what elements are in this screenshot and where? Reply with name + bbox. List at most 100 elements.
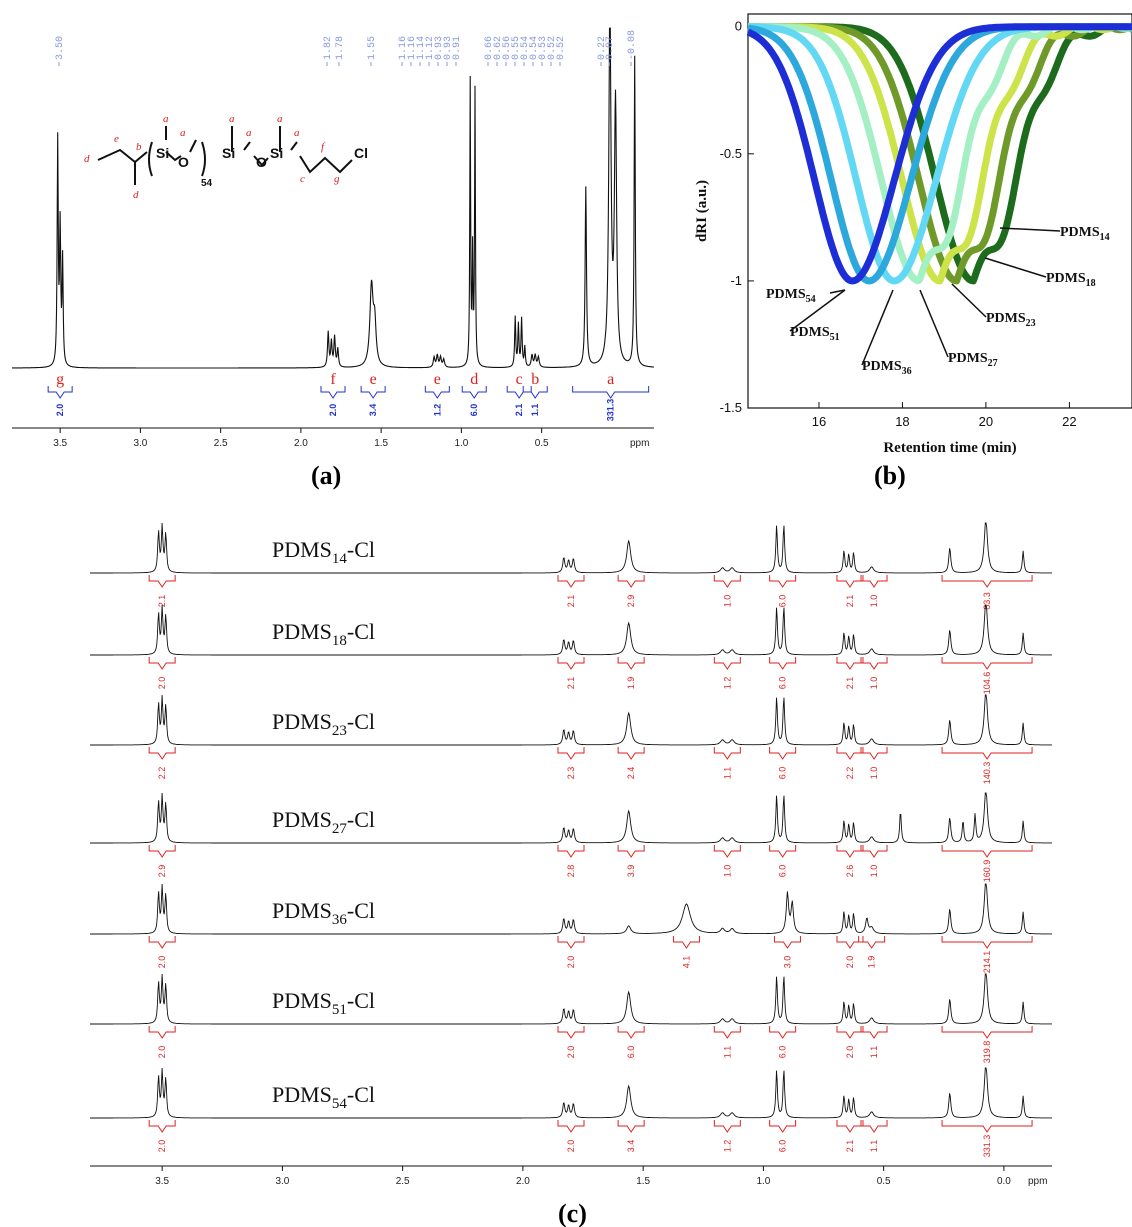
panel-c-x-tick-label: 1.0 <box>756 1176 770 1187</box>
panel-c-integral-value: 83.3 <box>982 592 992 610</box>
panel-a-label: (a) <box>311 461 341 490</box>
panel-c-spectrum-label-14: PDMS14-Cl <box>272 537 375 567</box>
panel-c-integral-value: 1.1 <box>722 767 732 780</box>
panel-a-x-tick-label: 0.5 <box>535 438 549 449</box>
panel-c-integral-value: 6.0 <box>778 595 788 608</box>
panel-c-integral-value: 1.9 <box>867 956 877 969</box>
molecule-si-1: Si <box>156 145 169 161</box>
panel-a-x-tick-label: 1.5 <box>374 438 388 449</box>
molecule-cl: Cl <box>354 145 368 161</box>
panel-c-integral-value: 4.1 <box>681 956 691 969</box>
panel-c-integral-value: 2.1 <box>845 677 855 690</box>
panel-a-assignment-label: c <box>516 371 523 388</box>
panel-a-spectrum-trace <box>12 27 654 369</box>
panel-a-integral-value: 6.0 <box>469 404 479 417</box>
panel-c-integral-bracket <box>836 1026 864 1039</box>
panel-c-integral-bracket <box>713 845 741 858</box>
panel-c-integral-value: 1.0 <box>722 595 732 608</box>
panel-b-plot-frame <box>747 13 1132 409</box>
panel-a-peak-shift-label: 0.54 <box>520 36 531 60</box>
panel-c-integral-value: 2.1 <box>845 595 855 608</box>
molecule-repeat-count: 54 <box>201 178 213 189</box>
panel-b-series-label-54: PDMS54 <box>766 287 816 305</box>
panel-a-x-tick-label: 3.0 <box>133 438 147 449</box>
molecule-label-a4: a <box>246 127 252 139</box>
panel-c-integral-value: 2.0 <box>157 1046 167 1059</box>
panel-c-integral-value: 2.1 <box>566 677 576 690</box>
panel-c-integral-value: 319.8 <box>982 1041 992 1064</box>
panel-c-integral-value: 1.1 <box>722 1046 732 1059</box>
panel-c-spectrum-label-54: PDMS54-Cl <box>272 1082 375 1112</box>
panel-a-x-tick-label: 2.5 <box>214 438 228 449</box>
molecule-methyls <box>165 126 353 174</box>
panel-a-assignment-label: a <box>607 371 614 388</box>
panel-a-assignment-label: e <box>370 371 377 388</box>
panel-c-integral-value: 3.0 <box>782 956 792 969</box>
panel-a-peak-shift-label: 0.56 <box>502 36 513 60</box>
panel-c-integral-bracket <box>617 657 645 670</box>
panel-c-spectrum-label-51: PDMS51-Cl <box>272 988 375 1018</box>
panel-c-integral-value: 6.0 <box>778 1046 788 1059</box>
panel-c-integral-value: 1.1 <box>869 1046 879 1059</box>
panel-c-integral-bracket <box>713 747 741 760</box>
panel-a-peak-shift-label: 1.16 <box>398 36 409 60</box>
panel-a-peak-shift-label: 0.91 <box>452 36 463 60</box>
panel-c-integral-bracket <box>617 1026 645 1039</box>
panel-c-spectrum-trace-36 <box>90 883 1052 935</box>
panel-c-integral-bracket <box>773 936 801 949</box>
panel-a-integral-bracket <box>360 386 386 399</box>
panel-c-integral-value: 6.0 <box>778 1140 788 1153</box>
panel-c-integral-bracket <box>769 845 797 858</box>
panel-a-integral-value: 331.3 <box>606 399 616 422</box>
panel-c-x-tick-label: 2.5 <box>396 1176 410 1187</box>
panel-a-x-tick-label: 3.5 <box>53 438 67 449</box>
panel-c-integral-bracket <box>941 747 1033 760</box>
panel-c-integral-value: 1.0 <box>722 865 732 878</box>
panel-c-integral-value: 2.6 <box>845 865 855 878</box>
panel-c-integral-value: 6.0 <box>778 865 788 878</box>
panel-a-peak-shift-label: 0.93 <box>434 36 445 60</box>
panel-c-integral-bracket <box>557 845 585 858</box>
panel-c-x-tick-label: 2.0 <box>516 1176 530 1187</box>
panel-b-x-axis-title: Retention time (min) <box>883 440 1016 456</box>
panel-b-leader-line-51 <box>789 289 846 332</box>
panel-c-integral-bracket <box>148 1026 176 1039</box>
panel-b-series-label-23: PDMS23 <box>986 311 1036 329</box>
panel-c-integral-bracket <box>836 747 864 760</box>
panel-c-x-tick-label: 0.5 <box>877 1176 891 1187</box>
panel-c-integral-bracket <box>557 1026 585 1039</box>
panel-c-integral-value: 160.9 <box>982 860 992 883</box>
panel-a-peak-shift-label: 0.54 <box>529 36 540 60</box>
panel-c-integral-bracket <box>557 747 585 760</box>
panel-c-integral-bracket <box>941 936 1033 949</box>
panel-c-integral-bracket <box>836 657 864 670</box>
panel-c-integral-value: 6.0 <box>778 677 788 690</box>
panel-c-integral-value: 1.0 <box>869 677 879 690</box>
panel-c-integral-value: 214.1 <box>982 951 992 974</box>
panel-b-series-label-14: PDMS14 <box>1060 225 1110 243</box>
panel-c-x-tick-label: 0.0 <box>997 1176 1011 1187</box>
panel-c-x-tick-label: 3.0 <box>275 1176 289 1187</box>
molecule-bracket-close <box>201 141 206 177</box>
panel-c-integral-value: 2.2 <box>845 767 855 780</box>
panel-c-integral-value: 1.0 <box>869 865 879 878</box>
panel-c-integral-bracket <box>713 575 741 588</box>
panel-b-series-label-51: PDMS51 <box>790 325 840 343</box>
panel-c-integral-value: 1.1 <box>869 1140 879 1153</box>
panel-c-integral-value: 2.0 <box>157 1140 167 1153</box>
panel-b-leader-line-36 <box>861 289 894 366</box>
panel-c-integral-bracket <box>713 657 741 670</box>
panel-a-integral-bracket <box>461 386 487 399</box>
panel-c-integral-bracket <box>836 845 864 858</box>
panel-c-integral-bracket <box>860 575 888 588</box>
panel-a-integral-bracket <box>47 386 73 399</box>
panel-a-integral-value: 1.1 <box>530 404 540 417</box>
panel-c-spectrum-trace-23 <box>90 694 1052 746</box>
panel-a-peak-shift-label: 1.82 <box>323 36 334 60</box>
molecule-o-2: O <box>256 154 267 170</box>
panel-c-x-tick-label: 3.5 <box>155 1176 169 1187</box>
panel-b-y-tick-label: -1 <box>730 273 742 288</box>
panel-a-peak-shift-label: 1.12 <box>425 36 436 60</box>
panel-a-peak-shift-label: 1.14 <box>416 36 427 60</box>
